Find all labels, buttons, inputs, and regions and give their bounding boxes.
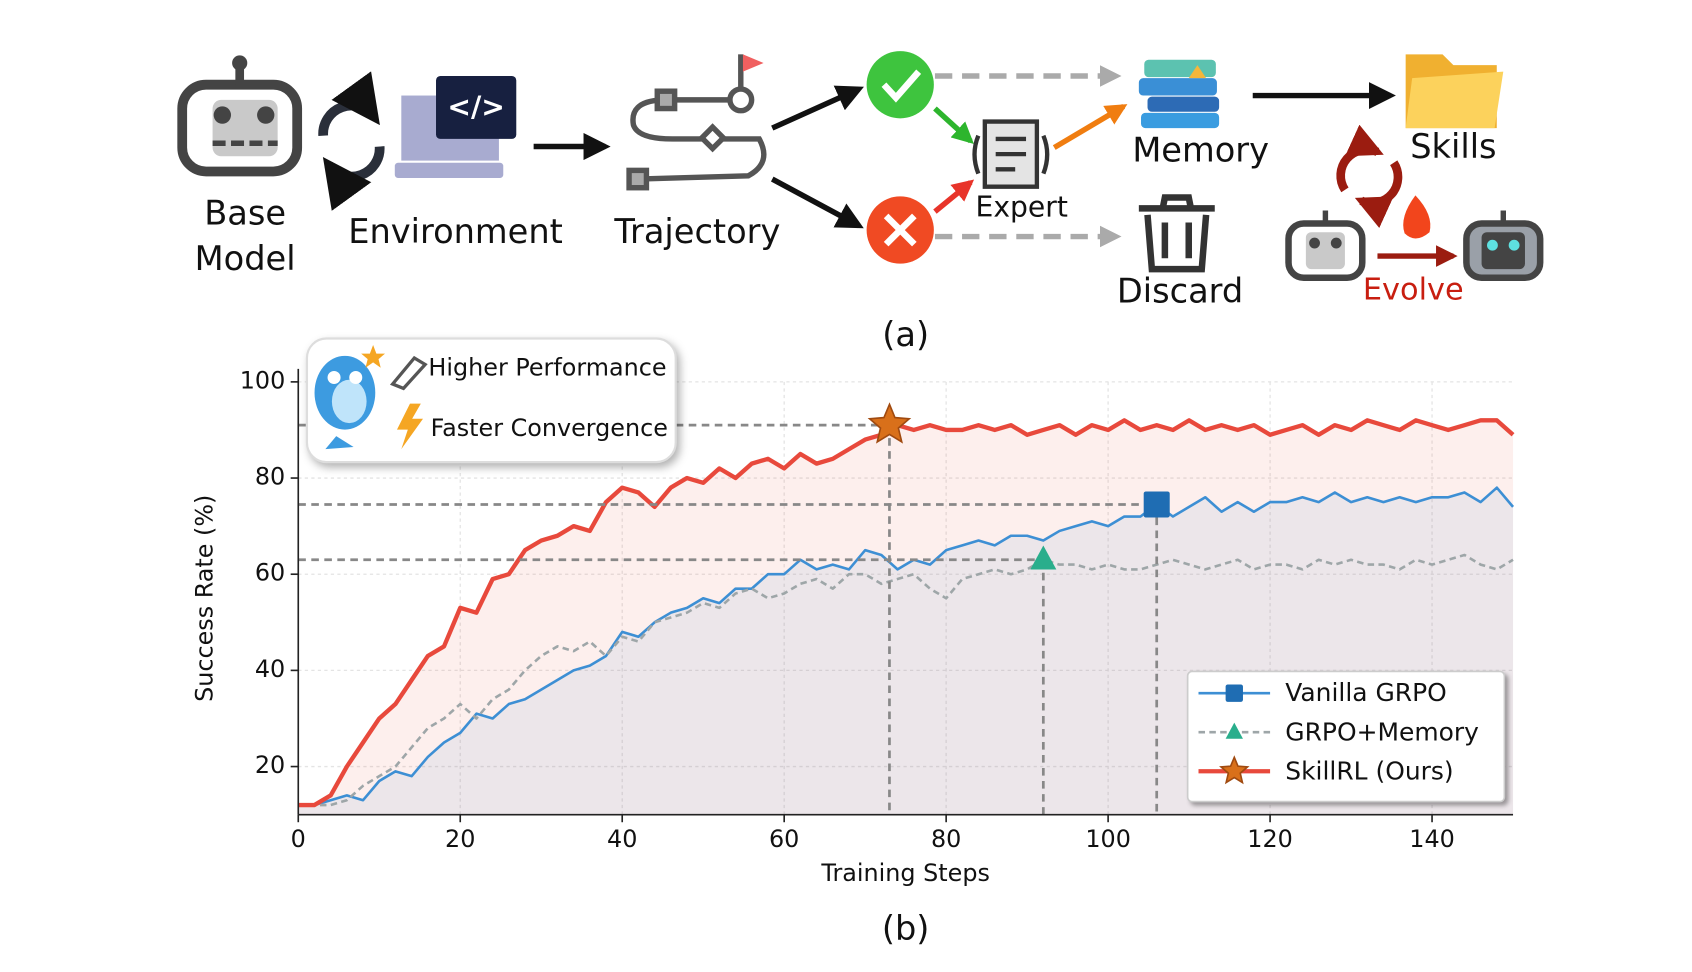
x-tick-label: 0: [291, 825, 306, 853]
line: [298, 418, 1515, 808]
folder-icon: [1405, 54, 1504, 129]
robot-icon: [177, 55, 303, 177]
arrow: [933, 106, 974, 145]
trash-icon: [1138, 194, 1215, 273]
laptop-icon: </>: [394, 76, 517, 178]
robot-icon: [1463, 210, 1544, 282]
marker: [1030, 545, 1057, 570]
callout-text: Higher Performance: [428, 353, 666, 381]
label: Base: [204, 193, 286, 232]
cycle-arrow: [322, 146, 385, 211]
y-tick-label: 100: [240, 366, 286, 394]
cycle-arrow: [318, 71, 380, 136]
arrow: [770, 176, 864, 229]
label: Environment: [348, 212, 563, 251]
label: Trajectory: [613, 212, 780, 251]
marker: [1225, 722, 1243, 739]
marker: [1219, 755, 1250, 785]
x-tick-label: 140: [1409, 825, 1455, 853]
x-tick-label: 40: [607, 825, 637, 853]
x-axis-label: Training Steps: [820, 859, 989, 887]
label: Skills: [1410, 127, 1496, 166]
line: [298, 486, 1515, 807]
y-tick-label: 40: [255, 655, 285, 683]
y-axis-label: Success Rate (%): [191, 495, 219, 702]
legend: Vanilla GRPO GRPO+Memory SkillRL (Ours): [1186, 670, 1506, 803]
cross: [883, 213, 917, 247]
rocket-icon: [389, 355, 428, 391]
x-tick-label: 60: [769, 825, 799, 853]
callout-text: Faster Convergence: [431, 414, 668, 442]
legend-label: SkillRL (Ours): [1285, 756, 1453, 785]
callout: Higher Performance Faster Convergence: [305, 337, 677, 464]
fish-icon: [314, 345, 386, 450]
x-tick-label: 100: [1085, 825, 1131, 853]
y-tick-label: 60: [255, 559, 285, 587]
label: Memory: [1132, 130, 1269, 169]
arrow: [1052, 104, 1128, 150]
cycle-arrow: [1354, 160, 1403, 229]
x-tick-label: 80: [931, 825, 961, 853]
marker: [1225, 684, 1243, 702]
label: Model: [195, 239, 296, 278]
caption: (b): [882, 909, 930, 948]
label: Expert: [976, 190, 1068, 223]
success-icon: [866, 51, 934, 119]
line: [298, 553, 1514, 807]
y-tick-label: 20: [255, 751, 285, 779]
x-tick-label: 20: [445, 825, 475, 853]
flame: [1403, 195, 1431, 239]
arrow: [771, 85, 864, 131]
bolt-icon: [396, 403, 423, 450]
legend-label: Vanilla GRPO: [1285, 678, 1447, 707]
svg-text:</>: </>: [447, 91, 505, 124]
check: [881, 69, 922, 103]
label: Discard: [1117, 271, 1243, 310]
axes: 20 40 60 80 100 0 20 40 60 80 100 120 140 Training St…: [191, 366, 1514, 887]
robot-icon: [1285, 210, 1366, 282]
expert-icon: [972, 119, 1050, 189]
books-icon: [1138, 59, 1220, 129]
legend-label: GRPO+Memory: [1285, 717, 1479, 746]
trajectory-icon: [626, 54, 767, 191]
marker: [867, 402, 912, 444]
cycle-arrow: [1336, 124, 1384, 193]
arrow: [933, 179, 975, 214]
x-tick-label: 120: [1247, 825, 1293, 853]
label: Evolve: [1363, 272, 1464, 307]
marker: [1143, 491, 1170, 518]
caption: (a): [882, 315, 929, 354]
y-tick-label: 80: [255, 463, 285, 491]
diagram: Base Model </> Environment Trajectory: [177, 51, 1544, 354]
